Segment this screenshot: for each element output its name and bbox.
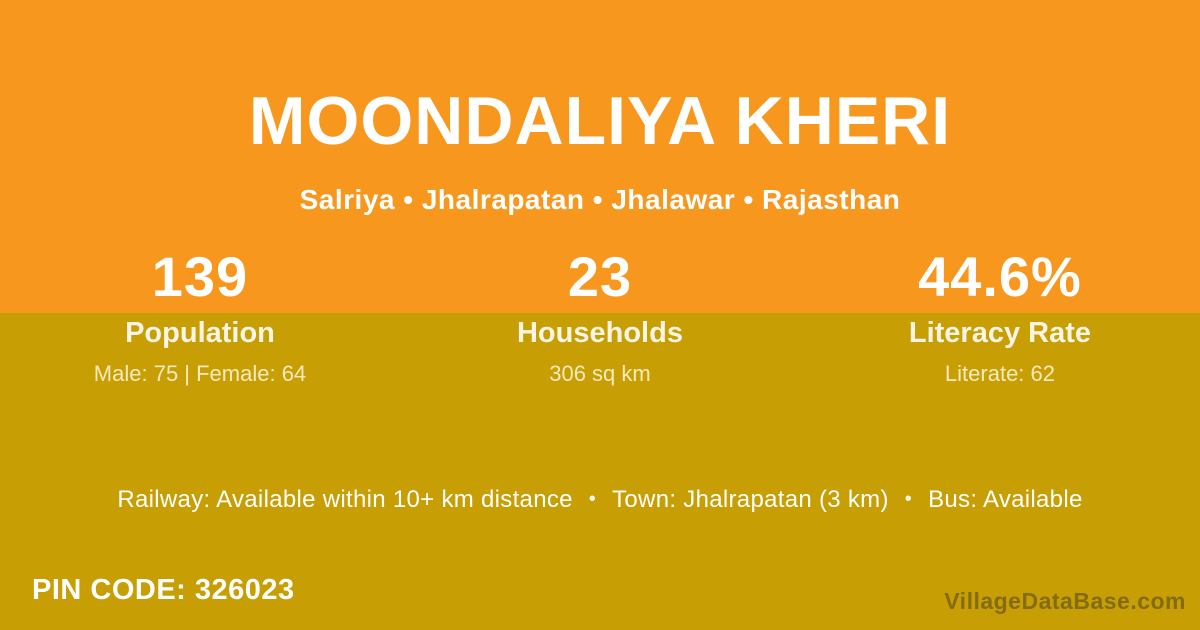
transport-info-line: Railway: Available within 10+ km distanc… [0, 486, 1200, 514]
households-value: 23 [567, 245, 633, 308]
orange-header-band [0, 0, 1200, 313]
stats-row: 139 Population Male: 75 | Female: 64 23 … [0, 246, 1200, 386]
watermark-brand: VillageDataBase.com [944, 588, 1186, 614]
households-label: Households [516, 317, 683, 349]
railway-info: Railway: Available within 10+ km distanc… [117, 486, 573, 513]
stat-literacy: 44.6% Literacy Rate Literate: 62 [800, 246, 1200, 386]
stat-households: 23 Households 306 sq km [400, 246, 800, 386]
population-value: 139 [151, 245, 249, 308]
page-title: MOONDALIYA KHERI [248, 83, 952, 159]
literacy-value: 44.6% [918, 245, 1082, 308]
literacy-label: Literacy Rate [908, 317, 1092, 349]
pin-code: PIN CODE: 326023 [32, 574, 295, 606]
bullet-separator: • [588, 488, 597, 510]
population-detail: Male: 75 | Female: 64 [93, 361, 307, 386]
stat-population: 139 Population Male: 75 | Female: 64 [0, 246, 400, 386]
breadcrumb: Salriya • Jhalrapatan • Jhalawar • Rajas… [299, 184, 901, 215]
bus-info: Bus: Available [928, 486, 1083, 513]
population-label: Population [125, 317, 275, 349]
town-info: Town: Jhalrapatan (3 km) [612, 486, 889, 513]
literacy-detail: Literate: 62 [944, 361, 1055, 386]
bullet-separator: • [904, 488, 913, 510]
households-detail: 306 sq km [549, 361, 651, 386]
